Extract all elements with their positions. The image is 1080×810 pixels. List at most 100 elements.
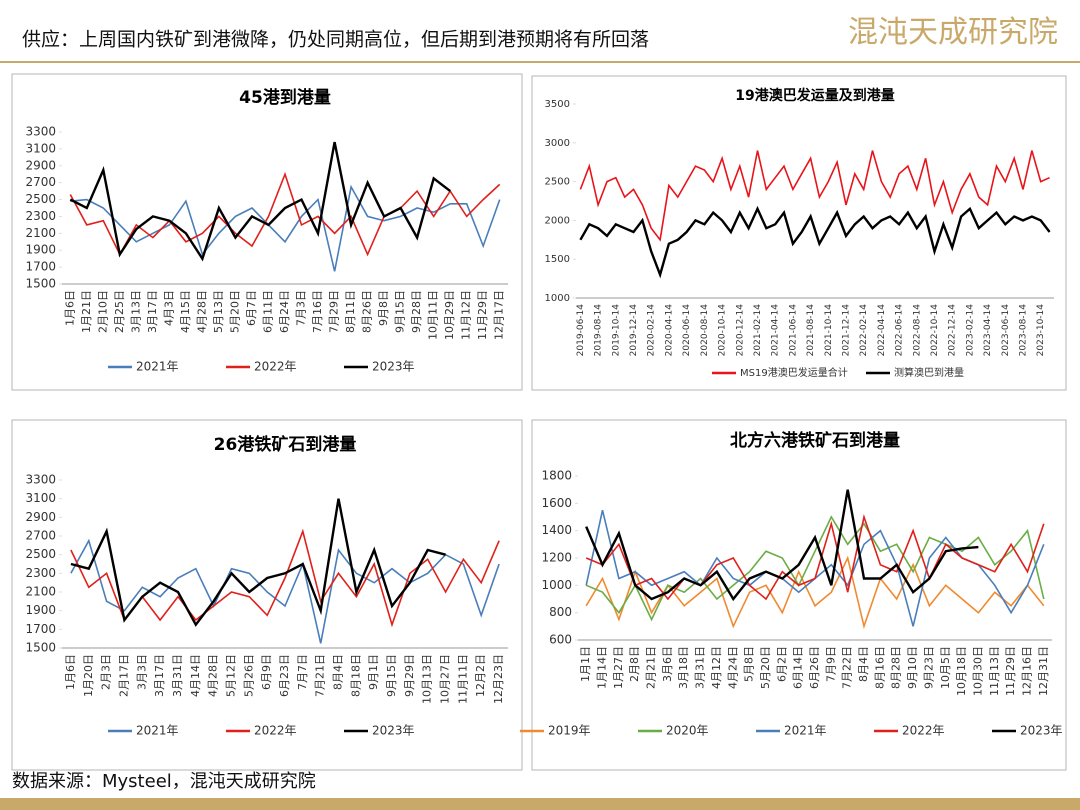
x-tick-label: 4月12日 [710,646,723,689]
x-tick-label: 8月18日 [349,654,362,697]
x-tick-label: 9月15日 [385,654,398,697]
x-tick-label: 9月15日 [394,290,407,333]
x-tick-label: 2月10日 [96,290,109,333]
x-tick-label: 5月20日 [228,290,241,333]
x-tick-label: 2021-10-14 [824,304,834,357]
x-tick-label: 2020-10-14 [718,304,728,357]
x-tick-label: 2022-10-14 [930,304,940,357]
x-tick-label: 2023-02-14 [965,304,975,357]
x-tick-label: 2022-08-14 [912,304,922,357]
y-tick-label: 2000 [545,215,570,226]
x-tick-label: 4月14日 [189,654,202,697]
x-tick-label: 5月26日 [242,654,255,697]
x-tick-label: 6月2日 [775,646,788,682]
x-tick-label: 2022-02-14 [859,304,869,357]
x-tick-label: 2月21日 [645,646,658,689]
x-tick-label: 2023-08-14 [1019,304,1029,357]
x-tick-label: 4月15日 [179,290,192,333]
x-tick-label: 7月21日 [314,654,327,697]
x-tick-label: 6月24日 [278,290,291,333]
x-tick-label: 10月18日 [955,646,968,696]
x-tick-label: 9月28日 [410,290,423,333]
legend-label: 2023年 [1020,724,1063,738]
y-tick-label: 2900 [25,510,56,524]
chart-title: 26港铁矿石到港量 [214,434,357,455]
y-tick-label: 2100 [25,226,56,240]
x-tick-label: 3月3日 [135,654,148,690]
x-tick-label: 2月8日 [628,646,641,682]
x-tick-label: 2021-02-14 [753,304,763,357]
x-tick-label: 12月2日 [474,654,487,697]
x-tick-label: 10月30日 [971,646,984,696]
x-tick-label: 8月11日 [344,290,357,333]
x-tick-label: 11月12日 [460,290,473,340]
x-tick-label: 7月22日 [841,646,854,689]
x-tick-label: 10月13日 [421,654,434,704]
y-tick-label: 1000 [545,293,570,304]
x-tick-label: 2019-12-14 [629,304,639,357]
x-tick-label: 2月3日 [100,654,113,690]
y-tick-label: 1800 [541,469,572,483]
x-tick-label: 1月14日 [596,646,609,689]
y-tick-label: 3500 [545,99,570,110]
legend-label: 2022年 [254,360,297,374]
y-tick-label: 1500 [25,277,56,291]
x-tick-label: 7月3日 [295,290,308,326]
x-tick-label: 5月13日 [212,290,225,333]
legend-label: 2022年 [254,724,297,738]
y-tick-label: 2900 [25,158,56,172]
y-tick-label: 800 [549,605,572,619]
x-tick-label: 2021-06-14 [788,304,798,357]
y-tick-label: 3300 [25,473,56,487]
y-tick-label: 2500 [25,547,56,561]
x-tick-label: 2月17日 [117,654,130,697]
legend-label: 2022年 [902,724,945,738]
x-tick-label: 2020-06-14 [682,304,692,357]
y-tick-label: 1700 [25,260,56,274]
x-tick-label: 2021-12-14 [841,304,851,357]
x-tick-label: 10月29日 [443,290,456,340]
panel [11,419,523,771]
y-tick-label: 600 [549,633,572,647]
x-tick-label: 6月26日 [808,646,821,689]
x-tick-label: 9月29日 [403,654,416,697]
y-tick-label: 2500 [25,192,56,206]
x-tick-label: 2022-06-14 [895,304,905,357]
x-tick-label: 9月1日 [367,654,380,690]
legend-label: 测算澳巴到港量 [894,366,964,379]
legend-label: 2023年 [372,360,415,374]
x-tick-label: 6月23日 [278,654,291,697]
y-tick-label: 1000 [541,578,572,592]
y-tick-label: 2300 [25,566,56,580]
series-line [69,171,501,257]
x-tick-label: 7月16日 [311,290,324,333]
x-tick-label: 3月17日 [153,654,166,697]
x-tick-label: 11月29日 [476,290,489,340]
x-tick-label: 3月17日 [146,290,159,333]
legend-label: 2021年 [136,724,179,738]
x-tick-label: 2020-04-14 [664,304,674,357]
y-tick-label: 3100 [25,491,56,505]
x-tick-label: 6月7日 [245,290,258,326]
chart-title: 北方六港铁矿石到港量 [730,430,900,451]
x-tick-label: 2019-10-14 [611,304,621,357]
x-tick-label: 4月3日 [162,290,175,326]
y-tick-label: 1900 [25,603,56,617]
x-tick-label: 8月16日 [873,646,886,689]
y-tick-label: 1600 [541,496,572,510]
y-tick-label: 1500 [25,641,56,655]
x-tick-label: 2021-04-14 [771,304,781,357]
x-tick-label: 6月9日 [260,654,273,690]
x-tick-label: 7月9日 [824,646,837,682]
x-tick-label: 2023-06-14 [1001,304,1011,357]
x-tick-label: 8月4日 [332,654,345,690]
x-tick-label: 1月20日 [82,654,95,697]
y-tick-label: 2300 [25,209,56,223]
footer-bar [0,798,1080,810]
series-line [70,498,446,627]
series-line [579,150,1050,242]
x-tick-label: 2021-08-14 [806,304,816,357]
y-tick-label: 1700 [25,622,56,636]
x-tick-label: 10月11日 [427,290,440,340]
legend-label: 2021年 [136,360,179,374]
